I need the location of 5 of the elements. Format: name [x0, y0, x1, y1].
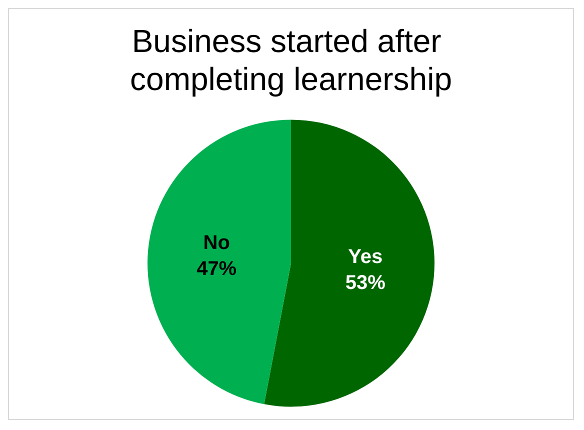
data-label: 53%: [345, 272, 386, 294]
chart-title: Business started after completing learnership: [130, 23, 452, 97]
slice-label: Yes: [348, 246, 383, 268]
slice-label: No: [203, 232, 230, 254]
data-label: 47%: [196, 258, 237, 280]
